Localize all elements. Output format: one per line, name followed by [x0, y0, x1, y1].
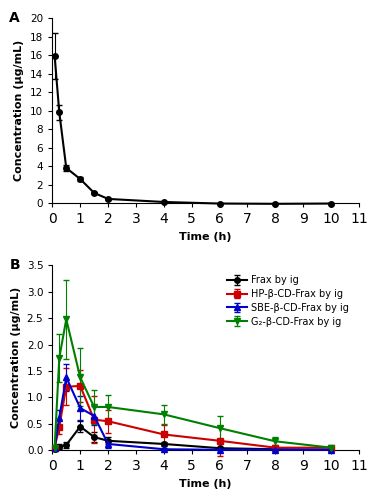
Legend: Frax by ig, HP-β-CD-Frax by ig, SBE-β-CD-Frax by ig, G₂-β-CD-Frax by ig: Frax by ig, HP-β-CD-Frax by ig, SBE-β-CD… [222, 270, 354, 332]
Y-axis label: Concentration (μg/mL): Concentration (μg/mL) [14, 40, 25, 181]
Y-axis label: Concentration (μg/mL): Concentration (μg/mL) [11, 287, 21, 428]
Text: B: B [9, 258, 20, 272]
X-axis label: Time (h): Time (h) [179, 232, 232, 241]
Text: A: A [9, 10, 20, 24]
X-axis label: Time (h): Time (h) [179, 479, 232, 489]
